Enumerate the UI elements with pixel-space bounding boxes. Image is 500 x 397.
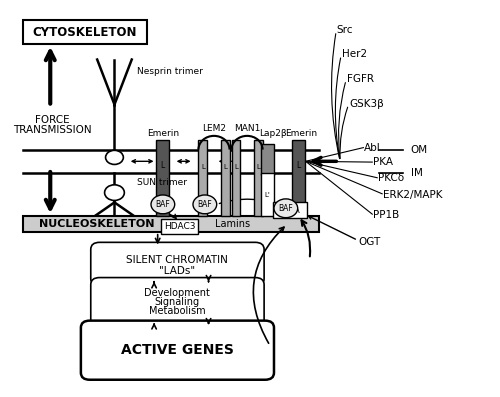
Text: BAF: BAF: [156, 200, 170, 209]
Bar: [220, 140, 230, 216]
Text: PP1B: PP1B: [373, 210, 399, 220]
Text: LEM2: LEM2: [202, 123, 226, 133]
Text: DNA: DNA: [280, 206, 300, 215]
Text: PKA: PKA: [373, 158, 393, 168]
Circle shape: [274, 199, 297, 218]
Bar: [232, 140, 240, 216]
Text: FORCE: FORCE: [36, 115, 70, 125]
Text: Metabolism: Metabolism: [149, 306, 206, 316]
Text: GSK3β: GSK3β: [349, 99, 384, 109]
Text: Her2: Her2: [342, 50, 367, 60]
Bar: [274, 202, 307, 218]
Text: Abl: Abl: [364, 143, 380, 152]
Text: L: L: [256, 164, 260, 170]
Circle shape: [151, 195, 174, 214]
FancyBboxPatch shape: [81, 321, 274, 380]
Text: Lap2β: Lap2β: [258, 129, 286, 139]
Text: HDAC3: HDAC3: [164, 222, 196, 231]
Text: IM: IM: [411, 168, 422, 178]
Bar: [162, 219, 198, 234]
Text: OM: OM: [411, 145, 428, 154]
Text: Src: Src: [336, 25, 353, 35]
Text: SUN trimer: SUN trimer: [136, 178, 186, 187]
Text: Nesprin trimer: Nesprin trimer: [136, 67, 202, 76]
Text: L: L: [296, 161, 301, 170]
Bar: [23, 216, 320, 232]
Circle shape: [106, 150, 124, 164]
Text: BAF: BAF: [278, 204, 293, 213]
Text: Signaling: Signaling: [155, 297, 200, 307]
Text: CYTOSKELETON: CYTOSKELETON: [32, 26, 137, 39]
Text: TRANSMISSION: TRANSMISSION: [14, 125, 92, 135]
Circle shape: [104, 185, 124, 200]
Text: Emerin: Emerin: [285, 129, 317, 139]
Bar: [261, 144, 274, 175]
Text: PKCδ: PKCδ: [378, 173, 404, 183]
Text: L: L: [201, 164, 205, 170]
Polygon shape: [23, 20, 146, 44]
Text: SILENT CHROMATIN: SILENT CHROMATIN: [126, 254, 228, 265]
Text: Lamins: Lamins: [216, 219, 250, 229]
Text: L: L: [160, 161, 165, 170]
Text: L: L: [234, 164, 238, 170]
Bar: [292, 140, 305, 216]
Text: ACTIVE GENES: ACTIVE GENES: [121, 343, 234, 357]
Text: Development: Development: [144, 289, 210, 299]
Text: NUCLEOSKELETON: NUCLEOSKELETON: [40, 219, 155, 229]
Text: ERK2/MAPK: ERK2/MAPK: [382, 190, 442, 200]
Text: MAN1: MAN1: [234, 123, 260, 133]
Text: "LADs": "LADs": [160, 266, 196, 276]
Bar: [156, 140, 170, 216]
FancyBboxPatch shape: [91, 278, 264, 327]
Circle shape: [193, 195, 216, 214]
Text: L': L': [264, 192, 270, 198]
Text: BAF: BAF: [198, 200, 212, 209]
Text: OGT: OGT: [358, 237, 380, 247]
Text: L: L: [223, 164, 227, 170]
Bar: [198, 140, 207, 216]
Bar: [261, 173, 274, 216]
Text: Emerin: Emerin: [147, 129, 179, 139]
Text: FGFR: FGFR: [346, 74, 374, 84]
FancyBboxPatch shape: [91, 242, 264, 286]
Bar: [254, 140, 262, 216]
